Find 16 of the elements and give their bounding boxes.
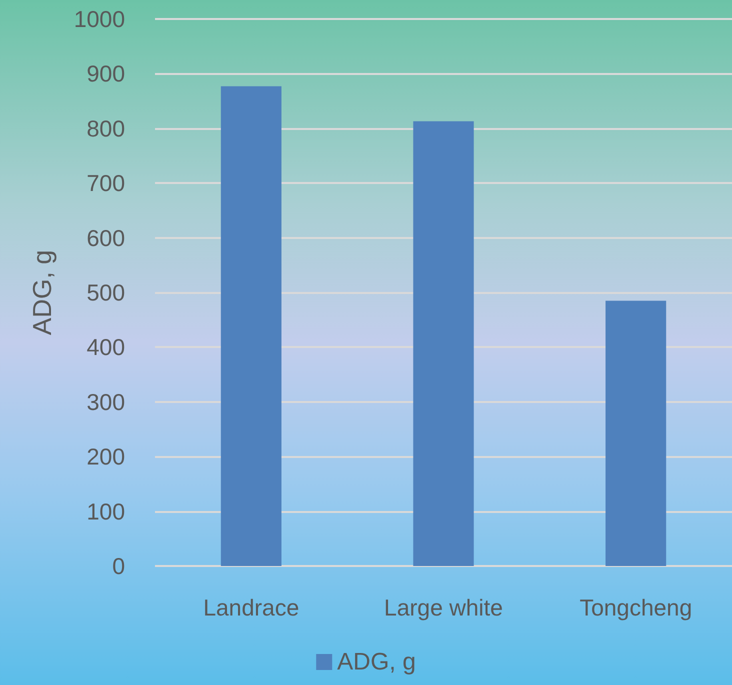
legend-label: ADG, g: [337, 648, 416, 676]
y-tick-label: 600: [86, 224, 125, 251]
x-tick-label: Tongcheng: [580, 594, 692, 620]
y-tick-label: 200: [86, 444, 125, 470]
x-tick-label: Large white: [384, 594, 503, 620]
y-axis-title: ADG, g: [27, 250, 57, 336]
y-tick-label: 700: [86, 170, 125, 196]
y-tick-label: 100: [86, 498, 125, 524]
y-tick-label: 1000: [74, 6, 125, 32]
y-tick-label: 400: [86, 334, 125, 360]
y-tick-label: 0: [112, 553, 125, 579]
y-tick-label: 500: [86, 280, 125, 306]
y-tick-label: 300: [86, 388, 125, 415]
y-tick-label: 800: [86, 115, 125, 142]
y-tick-label: 900: [86, 60, 125, 87]
x-tick-label: Landrace: [203, 594, 300, 620]
